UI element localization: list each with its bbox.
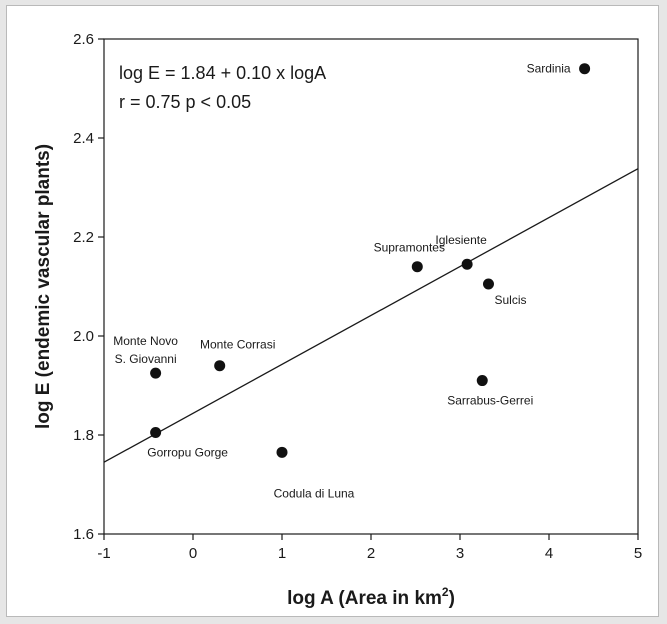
data-point bbox=[214, 360, 226, 372]
regression-equation: log E = 1.84 + 0.10 x logA bbox=[119, 63, 326, 83]
regression-stats: r = 0.75 p < 0.05 bbox=[119, 92, 251, 112]
point-label: Gorropu Gorge bbox=[147, 446, 228, 460]
point-label: Monte Corrasi bbox=[200, 338, 275, 352]
chart-frame: -1 0 1 2 3 4 5 1.6 1.8 2.0 2.2 2.4 2.6 Sardinia Supram… bbox=[6, 5, 659, 617]
x-tick-label: 1 bbox=[278, 545, 286, 562]
plot-area: -1 0 1 2 3 4 5 1.6 1.8 2.0 2.2 2.4 2.6 Sardinia Supram… bbox=[33, 31, 642, 609]
regression-line bbox=[103, 168, 639, 463]
plot-border bbox=[103, 38, 639, 535]
point-label: Codula di Luna bbox=[274, 486, 355, 500]
y-tick-label: 2.4 bbox=[73, 130, 94, 147]
point-label: Iglesiente bbox=[435, 233, 487, 247]
point-label: Monte Novo S. Giovanni bbox=[113, 334, 178, 366]
x-tick-label: 5 bbox=[634, 545, 642, 562]
point-label: Sarrabus-Gerrei bbox=[447, 394, 533, 408]
y-axis-title: log E (endemic vascular plants) bbox=[33, 144, 54, 429]
point-label: Sardinia bbox=[527, 62, 571, 76]
x-tick-label: 4 bbox=[545, 545, 553, 562]
x-tick-label: -1 bbox=[97, 545, 110, 562]
x-tick-label: 2 bbox=[367, 545, 375, 562]
scatter-chart: -1 0 1 2 3 4 5 1.6 1.8 2.0 2.2 2.4 2.6 Sardinia Supram… bbox=[33, 31, 642, 609]
point-label: Sulcis bbox=[494, 293, 526, 307]
data-point bbox=[482, 278, 494, 290]
data-point bbox=[461, 258, 473, 270]
data-point bbox=[476, 375, 488, 387]
x-tick-label: 0 bbox=[189, 545, 197, 562]
y-tick-label: 2.6 bbox=[73, 31, 94, 48]
x-tick-label: 3 bbox=[456, 545, 464, 562]
y-tick-label: 2.0 bbox=[73, 328, 94, 345]
y-tick-label: 2.2 bbox=[73, 229, 94, 246]
data-point bbox=[411, 261, 423, 273]
data-point bbox=[150, 427, 162, 439]
data-point bbox=[276, 446, 288, 458]
data-point bbox=[150, 367, 162, 379]
data-point bbox=[579, 63, 591, 75]
x-axis-title: log A (Area in km2) bbox=[287, 585, 455, 609]
y-tick-label: 1.8 bbox=[73, 427, 94, 444]
y-tick-label: 1.6 bbox=[73, 526, 94, 543]
point-label: Supramontes bbox=[374, 241, 445, 255]
